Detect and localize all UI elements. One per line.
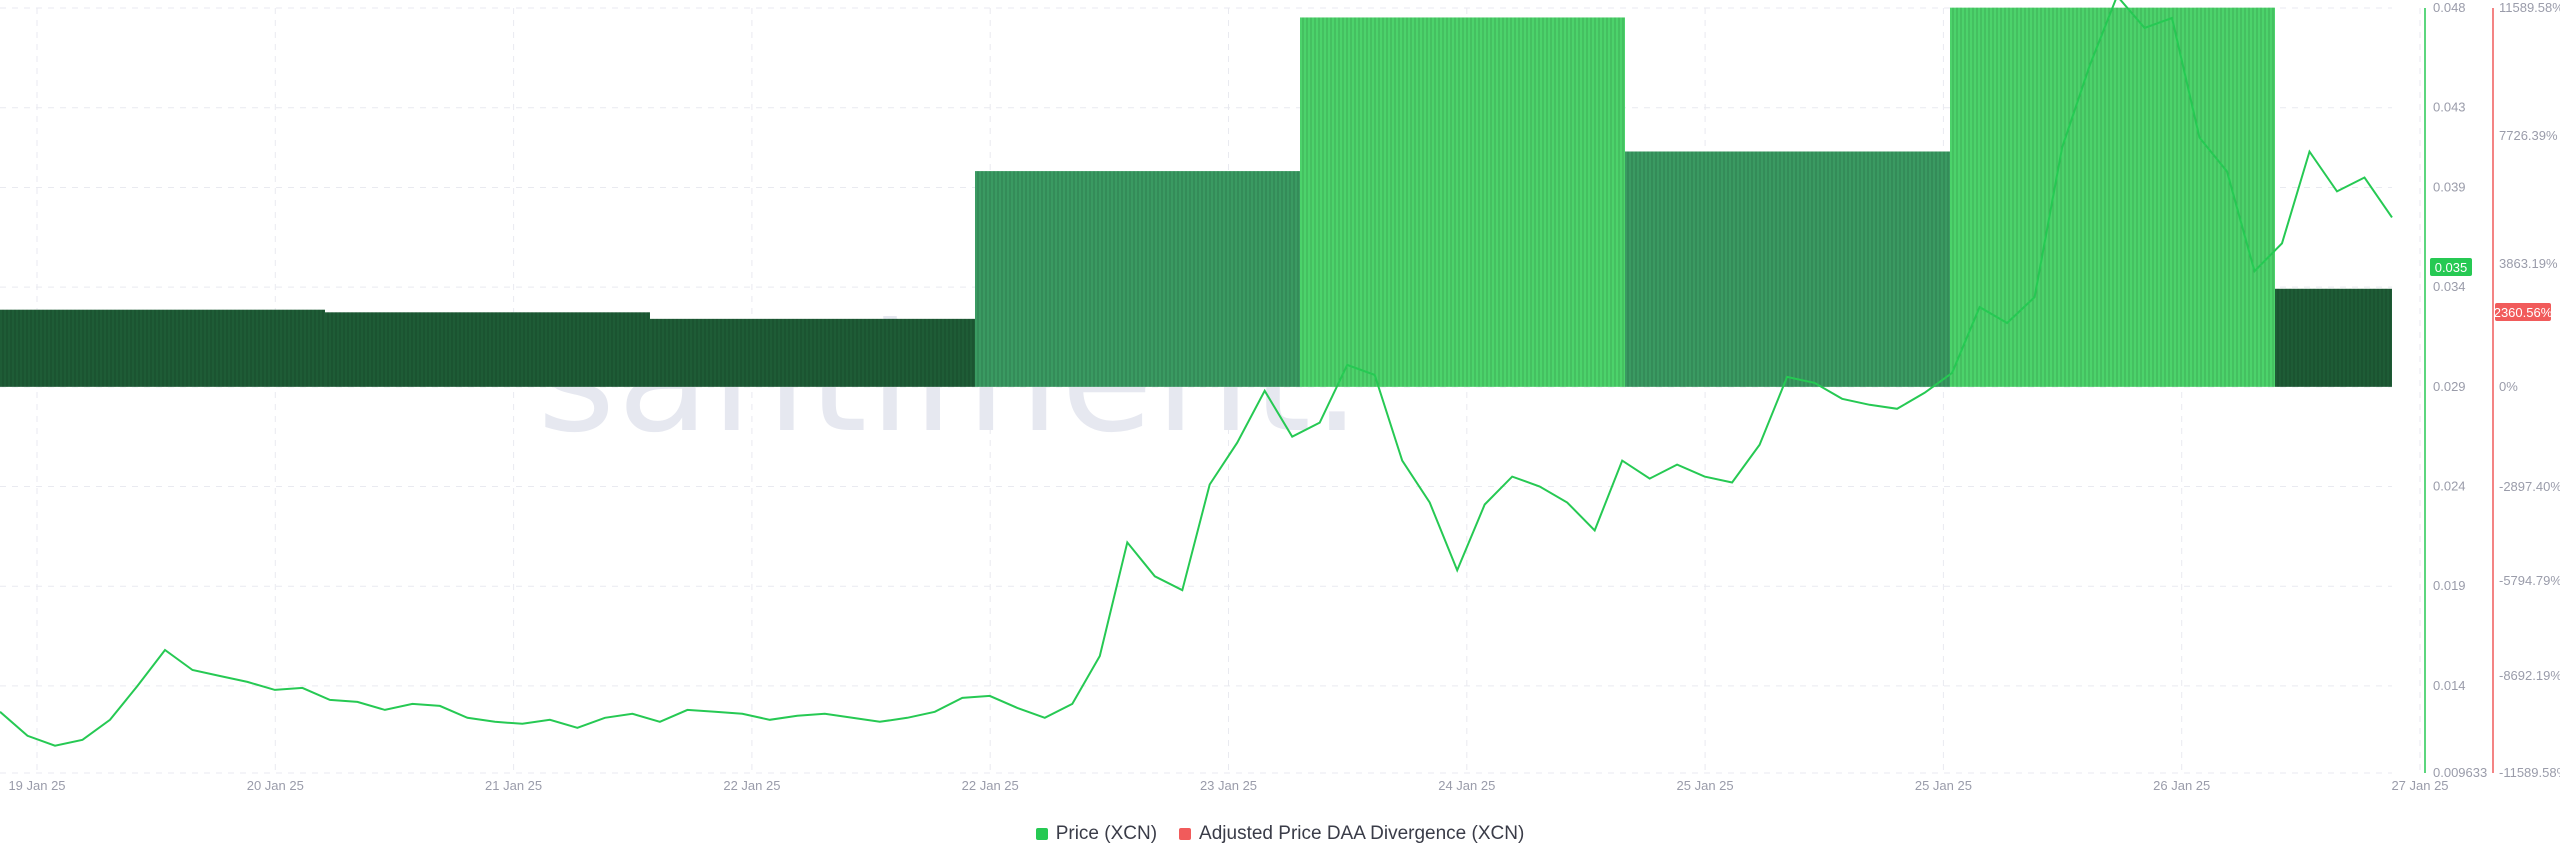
price-current-value: 0.035	[2435, 260, 2468, 275]
divergence-bars	[0, 7, 2392, 387]
price-tick-label: 0.009633	[2433, 765, 2487, 780]
legend-item-price[interactable]: Price (XCN)	[1035, 823, 1158, 845]
divergence-tick-label: 7726.39%	[2499, 128, 2558, 143]
divergence-tick-label: -2897.40%	[2499, 479, 2560, 494]
divergence-bar	[1950, 7, 2275, 387]
price-series-line	[0, 0, 2393, 747]
legend-swatch-divergence	[1179, 828, 1192, 840]
legend: Price (XCN) Adjusted Price DAA Divergenc…	[0, 820, 2560, 848]
divergence-bar	[0, 309, 325, 387]
legend-swatch-price	[1035, 828, 1048, 840]
divergence-axis-ticks: 11589.58% 7726.39% 3863.19% 0% -2897.40% -579…	[2499, 0, 2560, 780]
price-tick-label: 0.048	[2433, 0, 2466, 15]
x-tick-label: 26 Jan 25	[2153, 778, 2210, 793]
divergence-tick-label: 3863.19%	[2499, 256, 2558, 271]
x-tick-label: 19 Jan 25	[8, 778, 65, 793]
legend-label-price: Price (XCN)	[1055, 823, 1158, 844]
x-tick-label: 25 Jan 25	[1677, 778, 1734, 793]
divergence-tick-label: -5794.79%	[2499, 573, 2560, 588]
divergence-tick-label: -8692.19%	[2499, 668, 2560, 683]
x-tick-label: 25 Jan 25	[1915, 778, 1972, 793]
price-tick-label: 0.039	[2433, 179, 2466, 194]
price-tick-label: 0.014	[2433, 678, 2466, 693]
x-tick-label: 22 Jan 25	[962, 778, 1019, 793]
price-tick-label: 0.034	[2433, 279, 2466, 294]
divergence-bar	[325, 312, 650, 387]
divergence-bar	[2275, 288, 2392, 387]
x-tick-label: 22 Jan 25	[723, 778, 780, 793]
divergence-bar	[1625, 151, 1950, 387]
divergence-tick-label: -11589.58%	[2499, 765, 2560, 780]
x-tick-label: 23 Jan 25	[1200, 778, 1257, 793]
divergence-bar	[975, 171, 1300, 387]
divergence-bar	[650, 318, 975, 387]
divergence-tick-label: 0%	[2499, 379, 2518, 394]
price-tick-label: 0.019	[2433, 578, 2466, 593]
legend-item-divergence[interactable]: Adjusted Price DAA Divergence (XCN)	[1179, 823, 1524, 845]
x-tick-label: 21 Jan 25	[485, 778, 542, 793]
x-axis-ticks: 19 Jan 25 20 Jan 25 21 Jan 25 22 Jan 25 22 J…	[8, 778, 2448, 793]
price-current-badge: 0.035	[2430, 258, 2472, 276]
legend-label-divergence: Adjusted Price DAA Divergence (XCN)	[1199, 823, 1525, 844]
price-tick-label: 0.043	[2433, 100, 2466, 115]
divergence-current-value: 2360.56%	[2494, 305, 2553, 320]
divergence-bar	[1300, 17, 1625, 387]
x-tick-label: 24 Jan 25	[1438, 778, 1495, 793]
price-tick-label: 0.024	[2433, 479, 2466, 494]
price-axis-ticks: 0.048 0.043 0.039 0.034 0.029 0.024 0.019 0.014…	[2433, 0, 2487, 780]
divergence-current-badge: 2360.56%	[2494, 303, 2553, 321]
x-tick-label: 27 Jan 25	[2391, 778, 2448, 793]
price-tick-label: 0.029	[2433, 379, 2466, 394]
x-tick-label: 20 Jan 25	[247, 778, 304, 793]
divergence-tick-label: 11589.58%	[2499, 0, 2560, 15]
